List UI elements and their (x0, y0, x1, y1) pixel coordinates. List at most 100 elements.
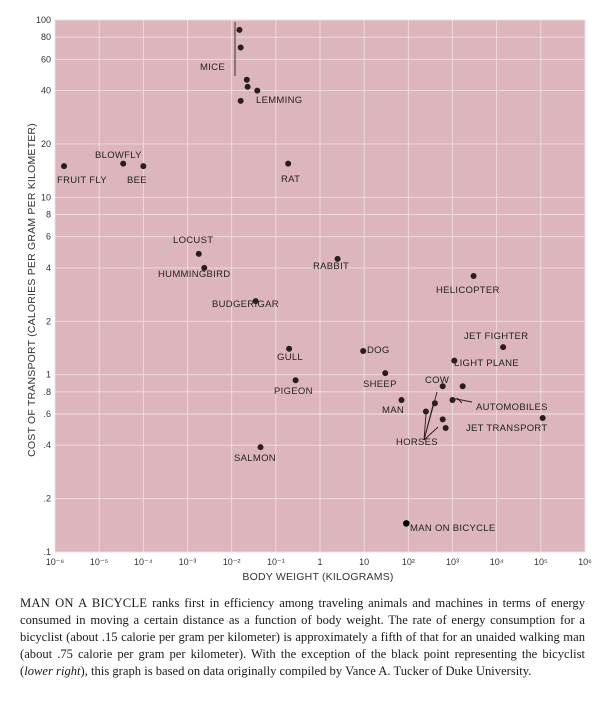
x-tick-label: 10⁴ (490, 557, 504, 567)
data-point (285, 160, 292, 167)
data-points (61, 26, 546, 527)
label-bee: BEE (127, 175, 147, 186)
label-pigeon: PIGEON (274, 386, 313, 397)
data-point (195, 250, 202, 257)
x-tick-label: 1 (317, 557, 322, 567)
label-gull: GULL (277, 352, 303, 363)
y-tick-labels: 100 80 60 40 20 10 8 6 4 2 1 .8 .6 .4 .2 .1 (36, 15, 51, 557)
y-tick-label: .6 (43, 409, 51, 419)
label-man: MAN (382, 405, 404, 416)
label-hummingbird: HUMMINGBIRD (158, 269, 230, 280)
y-tick-label: 20 (41, 139, 51, 149)
x-tick-label: 10³ (446, 557, 459, 567)
label-sheep: SHEEP (363, 379, 397, 390)
data-point (120, 160, 127, 167)
data-point (254, 87, 261, 94)
label-horses: HORSES (396, 437, 438, 448)
y-tick-label: .8 (43, 387, 51, 397)
data-point (244, 83, 251, 90)
data-point (439, 383, 446, 390)
x-tick-label: 10⁻⁵ (90, 557, 109, 567)
y-tick-label: 8 (46, 210, 51, 220)
label-light-plane: LIGHT PLANE (454, 358, 519, 369)
label-mice: MICE (200, 62, 225, 73)
caption-text-1: ranks first in efficiency among travelin… (20, 596, 585, 678)
leader-line (423, 413, 427, 441)
y-axis-label: COST OF TRANSPORT (CALORIES PER GRAM PER… (26, 123, 38, 457)
data-point-bicycle (403, 520, 410, 527)
x-tick-labels: 10⁻⁶ 10⁻⁵ 10⁻⁴ 10⁻³ 10⁻² 10⁻¹ 1 10 10² 10³ 10⁴ 10⁵ 1… (46, 557, 592, 567)
data-point (500, 344, 507, 351)
x-tick-label: 10² (402, 557, 415, 567)
x-tick-label: 10 (359, 557, 369, 567)
leader-line (423, 391, 438, 441)
data-point (431, 400, 438, 407)
label-rabbit: RABBIT (313, 261, 349, 272)
label-cow: COW (425, 375, 449, 386)
label-dog: DOG (367, 345, 390, 356)
point-labels: BLOWFLY FRUIT FLY BEE MICE LEMMING RAT LOCUST H… (57, 62, 548, 534)
label-jet-transport: JET TRANSPORT (466, 423, 548, 434)
label-fruit-fly: FRUIT FLY (57, 175, 107, 186)
data-point (442, 425, 449, 432)
label-jet-fighter: JET FIGHTER (464, 331, 528, 342)
x-tick-label: 10⁻¹ (267, 557, 285, 567)
data-point (140, 163, 147, 170)
data-point (237, 97, 244, 104)
x-axis-label: BODY WEIGHT (KILOGRAMS) (242, 571, 393, 583)
x-tick-label: 10⁻³ (179, 557, 197, 567)
data-point (439, 416, 446, 423)
data-point (451, 357, 458, 364)
y-tick-label: 2 (46, 316, 51, 326)
data-point (236, 26, 243, 33)
data-point (334, 255, 341, 262)
data-point (252, 298, 259, 305)
chart: 100 80 60 40 20 10 8 6 4 2 1 .8 .6 .4 .2 .1 10⁻⁶ 10⁻⁵ 10⁻… (26, 15, 592, 583)
label-rat: RAT (281, 174, 300, 185)
x-tick-label: 10⁻⁶ (46, 557, 65, 567)
x-tick-label: 10⁻⁴ (134, 557, 153, 567)
label-blowfly: BLOWFLY (95, 150, 142, 161)
data-point (360, 347, 367, 354)
x-tick-label: 10⁻² (223, 557, 241, 567)
data-point (61, 163, 68, 170)
y-tick-label: 4 (46, 263, 51, 273)
data-point (292, 377, 299, 384)
data-point (237, 44, 244, 51)
label-automobiles: AUTOMOBILES (476, 402, 548, 413)
y-tick-label: 1 (46, 370, 51, 380)
data-point (382, 370, 389, 377)
caption-lead: MAN ON A BICYCLE (20, 596, 148, 610)
y-tick-label: 80 (41, 32, 51, 42)
y-tick-label: .2 (43, 494, 51, 504)
data-point (539, 414, 546, 421)
label-salmon: SALMON (234, 453, 276, 464)
label-helicopter: HELICOPTER (436, 285, 500, 296)
x-tick-label: 10⁶ (578, 557, 592, 567)
data-point (286, 345, 293, 352)
y-tick-label: 10 (41, 192, 51, 202)
label-locust: LOCUST (173, 235, 213, 246)
data-point (257, 444, 264, 451)
label-man-on-bicycle: MAN ON BICYCLE (410, 523, 496, 534)
y-tick-label: .4 (43, 440, 51, 450)
figure-caption: MAN ON A BICYCLE ranks first in efficien… (20, 595, 585, 680)
leader-lines (234, 22, 473, 441)
grid-lines (54, 19, 586, 553)
label-budgerigar: BUDGERIGAR (212, 299, 279, 310)
leader-line (423, 426, 439, 441)
data-point (422, 408, 429, 415)
y-tick-label: 60 (41, 54, 51, 64)
y-tick-label: 6 (46, 232, 51, 242)
caption-emphasis: lower right (24, 664, 81, 678)
label-lemming: LEMMING (256, 95, 302, 106)
data-point (398, 396, 405, 403)
y-tick-label: .1 (43, 547, 51, 557)
data-point (201, 264, 208, 271)
caption-text-2: ), this graph is based on data originall… (80, 664, 532, 678)
y-tick-label: 100 (36, 15, 51, 25)
y-tick-label: 40 (41, 86, 51, 96)
data-point (243, 76, 250, 83)
data-point (459, 383, 466, 390)
data-point (470, 273, 477, 280)
